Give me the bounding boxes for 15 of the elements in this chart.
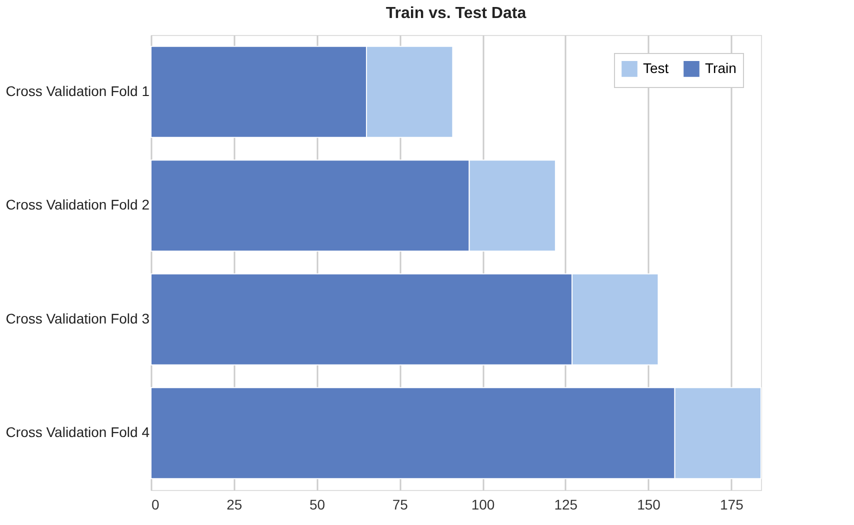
x-tick-label: 50	[309, 496, 326, 512]
y-tick-label: Cross Validation Fold 3	[6, 310, 150, 326]
chart-title: Train vs. Test Data	[386, 5, 526, 22]
y-tick-label: Cross Validation Fold 4	[6, 424, 150, 440]
legend-label: Train	[705, 60, 736, 76]
x-tick-label: 175	[720, 496, 744, 512]
x-tick-label: 150	[637, 496, 661, 512]
x-tick-label: 0	[152, 496, 160, 512]
x-tick-label: 100	[471, 496, 495, 512]
y-tick-label: Cross Validation Fold 2	[6, 196, 150, 213]
y-tick-label: Cross Validation Fold 1	[6, 82, 150, 99]
x-tick-label: 75	[392, 496, 408, 512]
x-tick-label: 125	[554, 496, 578, 512]
legend-label: Test	[643, 60, 669, 76]
x-tick-label: 25	[226, 496, 242, 512]
